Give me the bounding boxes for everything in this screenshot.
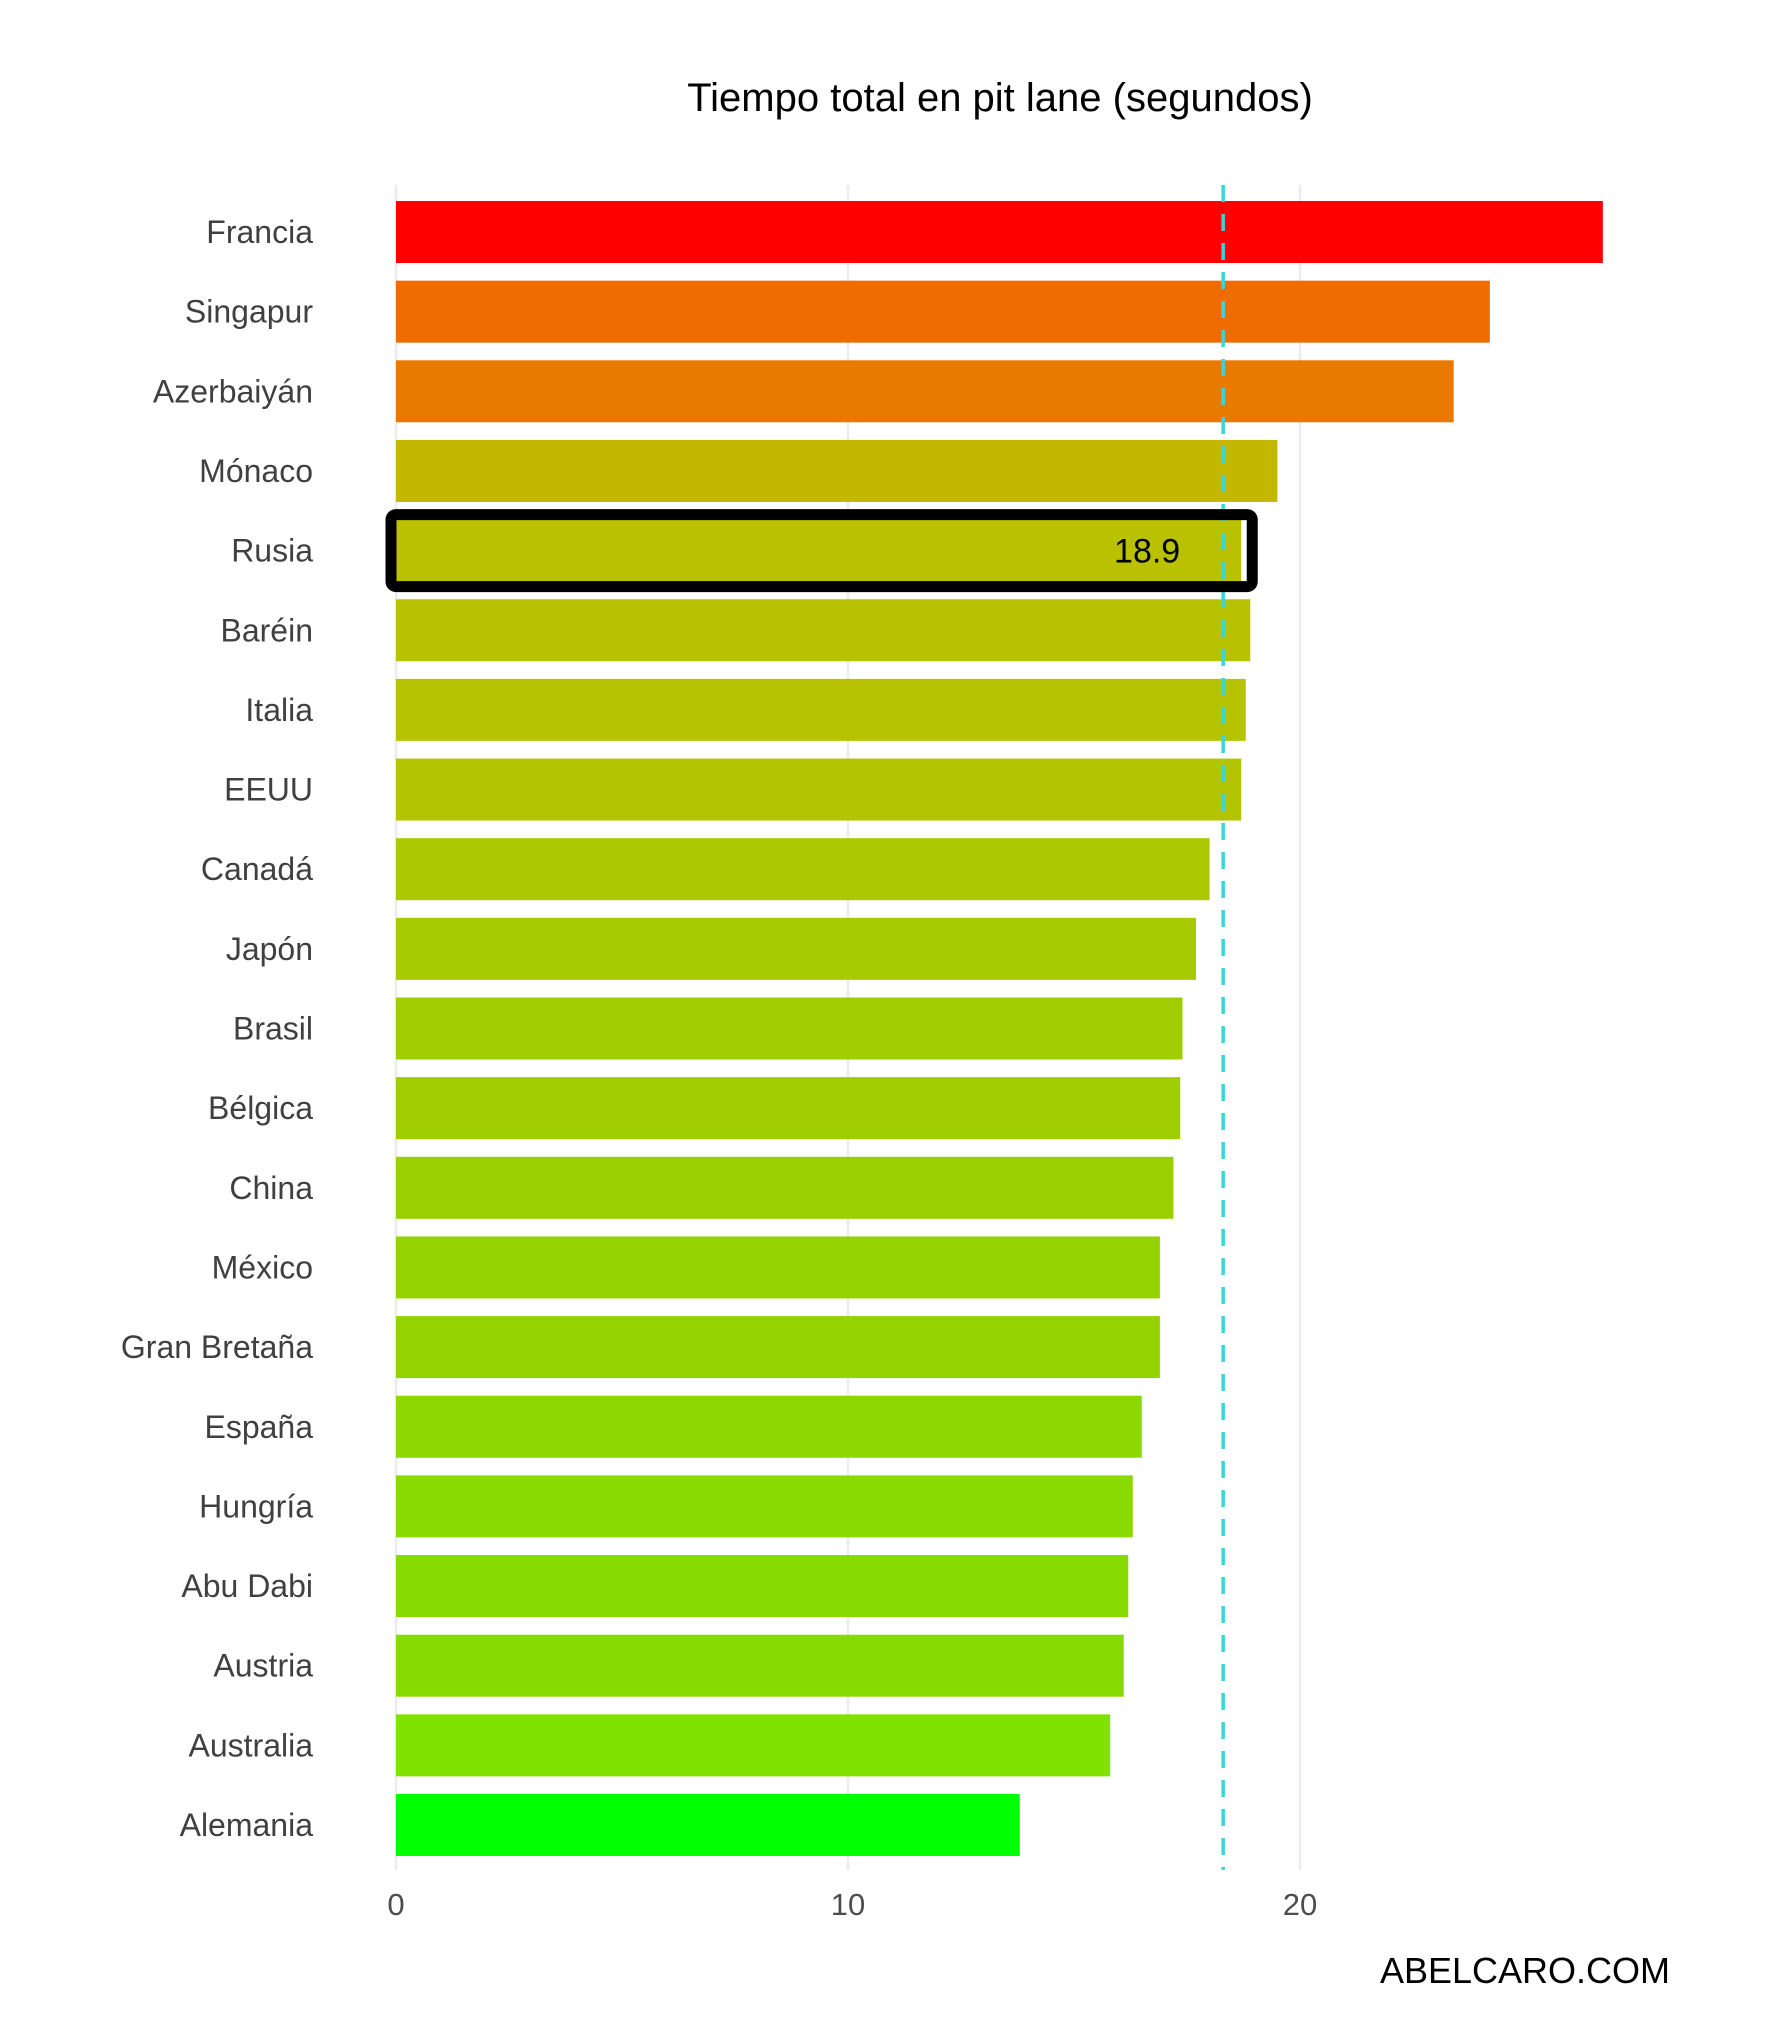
footer-text: ABELCARO.COM: [1380, 1950, 1670, 1991]
bar: [396, 201, 1603, 263]
bar: [396, 1794, 1020, 1856]
bar: [396, 997, 1183, 1060]
category-label: Brasil: [233, 1011, 313, 1047]
bar: [396, 439, 1278, 502]
category-labels: Francia Singapur Azerbaiyán Mónaco Rusia Baré…: [121, 214, 313, 1843]
category-label: Rusia: [231, 533, 313, 569]
value-label: 18.9: [1114, 533, 1180, 571]
bar: [396, 519, 1242, 582]
bars-group: [396, 201, 1603, 1856]
category-label: Baréin: [221, 612, 314, 648]
category-label: Japón: [226, 931, 313, 967]
bar: [396, 1395, 1142, 1458]
category-label: Australia: [189, 1727, 314, 1763]
bar: [396, 1475, 1133, 1538]
category-label: China: [229, 1170, 313, 1206]
bar: [396, 1634, 1124, 1697]
category-label: Austria: [213, 1648, 313, 1684]
bar: [396, 838, 1210, 901]
category-label: Francia: [206, 214, 313, 250]
category-label: Italia: [245, 692, 313, 728]
category-label: Hungría: [199, 1488, 313, 1524]
bar: [396, 1714, 1111, 1777]
bar: [396, 280, 1490, 343]
chart-title: Tiempo total en pit lane (segundos): [687, 76, 1313, 120]
category-label: Azerbaiyán: [153, 373, 313, 409]
highlight-outline: [385, 509, 1258, 593]
category-label: Gran Bretaña: [121, 1329, 313, 1365]
category-label: México: [212, 1249, 313, 1285]
highlight-group: 18.9: [385, 509, 1258, 593]
x-tick-label: 10: [831, 1887, 865, 1922]
bar: [396, 360, 1454, 423]
bar: [396, 599, 1251, 662]
bar: [396, 1555, 1129, 1618]
x-tick-label: 0: [387, 1887, 404, 1922]
bar: [396, 1077, 1181, 1140]
category-label: Bélgica: [208, 1090, 313, 1126]
category-label: Singapur: [185, 294, 313, 330]
bar: [396, 678, 1246, 741]
bar: [396, 1156, 1174, 1219]
category-label: Canadá: [201, 851, 313, 887]
category-label: Alemania: [180, 1807, 314, 1843]
x-tick-label: 20: [1283, 1887, 1317, 1922]
category-label: EEUU: [224, 772, 313, 808]
category-label: Abu Dabi: [181, 1568, 313, 1604]
x-tick-labels: 0 10 20: [387, 1887, 1317, 1922]
bar: [396, 917, 1197, 980]
bar: [396, 1316, 1160, 1379]
category-label: Mónaco: [199, 453, 313, 489]
category-label: España: [204, 1409, 313, 1445]
bar: [396, 758, 1242, 821]
bar: [396, 1236, 1160, 1299]
